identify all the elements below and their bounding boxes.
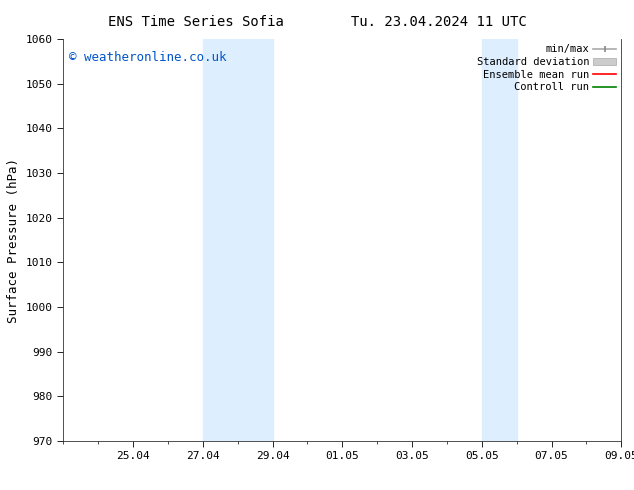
Y-axis label: Surface Pressure (hPa): Surface Pressure (hPa)	[8, 158, 20, 322]
Bar	[482, 39, 517, 441]
Legend: min/max, Standard deviation, Ensemble mean run, Controll run: min/max, Standard deviation, Ensemble me…	[477, 45, 616, 92]
Text: ENS Time Series Sofia        Tu. 23.04.2024 11 UTC: ENS Time Series Sofia Tu. 23.04.2024 11 …	[108, 15, 526, 29]
Bar	[203, 39, 273, 441]
Text: © weatheronline.co.uk: © weatheronline.co.uk	[69, 51, 226, 64]
